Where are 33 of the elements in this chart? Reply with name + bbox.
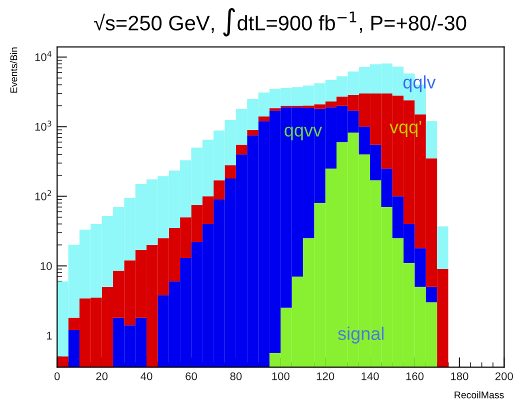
- series-label: signal: [338, 326, 384, 344]
- bar: [68, 330, 80, 368]
- bar: [247, 130, 258, 136]
- x-tick-label: 60: [186, 372, 197, 380]
- y-tick-label: 10$^{2}$: [35, 190, 52, 200]
- bar: [269, 108, 281, 111]
- bar: [236, 144, 248, 154]
- series-label: qqlv: [403, 75, 436, 92]
- x-tick-label: 100: [272, 372, 290, 380]
- y-tick-label: 10: [40, 262, 52, 270]
- x-tick-label: 80: [230, 372, 242, 380]
- x-tick-label: 0: [54, 372, 60, 380]
- x-tick-label: 160: [406, 372, 424, 380]
- chart-title: √s=250 GeV, ∫dtL=900 fb$^{−1}$, P=+80/-30: [94, 8, 466, 37]
- bar: [426, 286, 438, 302]
- x-tick-label: 40: [140, 372, 152, 380]
- bar: [224, 165, 236, 179]
- bar: [426, 121, 438, 158]
- x-tick-label: 200: [495, 372, 513, 380]
- series-label: qqvv: [284, 126, 322, 140]
- y-tick-label: 10$^{4}$: [35, 51, 52, 62]
- bar: [258, 116, 270, 122]
- y-tick-label: 1: [46, 332, 52, 340]
- bar: [57, 356, 68, 368]
- bar: [437, 226, 448, 270]
- y-axis-title: Events/Bin: [10, 48, 18, 93]
- x-tick-label: 140: [362, 372, 379, 380]
- x-tick-label: 120: [316, 372, 334, 380]
- x-tick-label: 20: [96, 372, 108, 380]
- series-label: vqq': [390, 120, 422, 138]
- x-tick-label: 180: [451, 372, 468, 380]
- x-axis-title: RecoilMass: [454, 391, 504, 398]
- y-tick-label: 10$^{3}$: [35, 120, 52, 131]
